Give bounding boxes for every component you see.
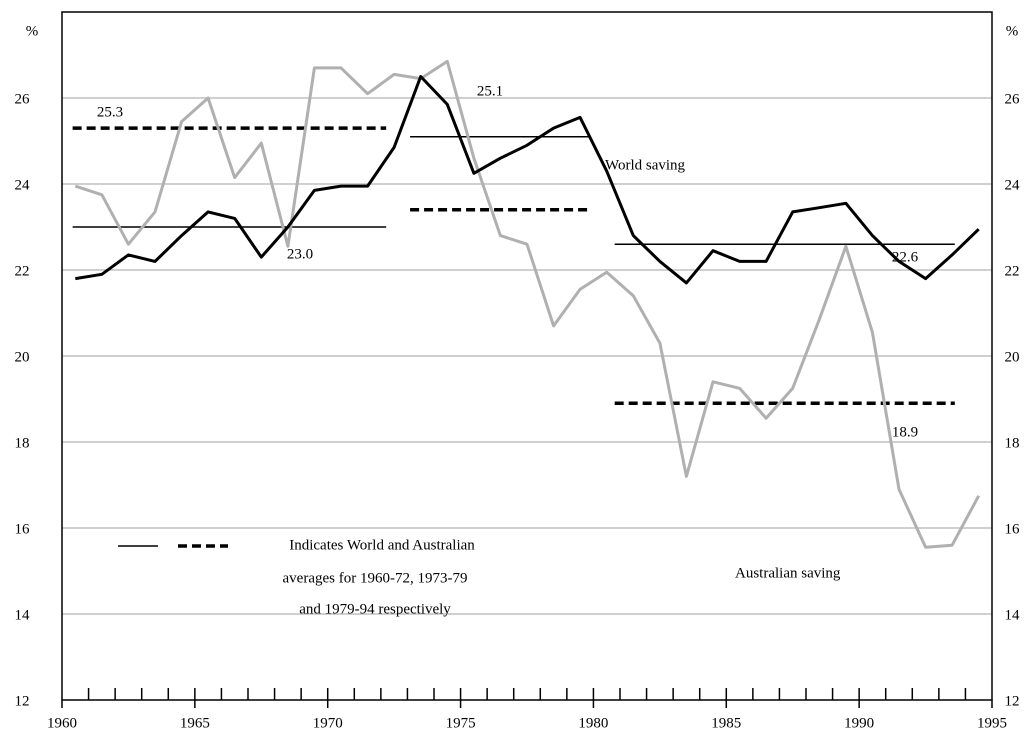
average-label: 25.3 xyxy=(97,104,123,120)
plot-frame xyxy=(61,11,993,701)
y2-tick-label: 14 xyxy=(1005,607,1021,623)
y-tick-label: 12 xyxy=(15,693,30,709)
x-tick-label: 1990 xyxy=(844,715,874,731)
x-tick-label: 1980 xyxy=(578,715,608,731)
y-tick-label: 20 xyxy=(15,349,30,365)
x-tick-label: 1970 xyxy=(313,715,343,731)
series-label: Australian saving xyxy=(735,565,841,581)
y-unit-left: % xyxy=(26,23,39,39)
y-tick-label: 16 xyxy=(15,521,31,537)
y2-tick-label: 22 xyxy=(1005,263,1020,279)
y-tick-label: 24 xyxy=(15,177,31,193)
average-label: 18.9 xyxy=(892,424,918,440)
series-label: World saving xyxy=(605,157,686,173)
series-line xyxy=(74,59,981,549)
x-tick-label: 1995 xyxy=(977,715,1007,731)
x-tick-label: 1965 xyxy=(180,715,210,731)
y-tick-label: 18 xyxy=(15,435,30,451)
x-tick-label: 1985 xyxy=(711,715,741,731)
average-label: 25.1 xyxy=(477,83,503,99)
y-unit-right: % xyxy=(1006,23,1019,39)
x-tick-label: 1975 xyxy=(446,715,476,731)
series-line xyxy=(75,75,980,285)
y-tick-label: 26 xyxy=(15,91,31,107)
y-tick-label: 14 xyxy=(15,607,31,623)
legend-text: and 1979-94 respectively xyxy=(299,601,451,617)
y2-tick-label: 12 xyxy=(1005,693,1020,709)
legend-text: Indicates World and Australian xyxy=(289,537,475,553)
y2-tick-label: 18 xyxy=(1005,435,1020,451)
x-tick-label: 1960 xyxy=(47,715,77,731)
y2-tick-label: 24 xyxy=(1005,177,1021,193)
y2-tick-label: 16 xyxy=(1005,521,1021,537)
y2-tick-label: 20 xyxy=(1005,349,1020,365)
y2-tick-label: 26 xyxy=(1005,91,1021,107)
average-label: 23.0 xyxy=(287,246,313,262)
y-tick-label: 22 xyxy=(15,263,30,279)
legend-text: averages for 1960-72, 1973-79 xyxy=(283,570,468,586)
